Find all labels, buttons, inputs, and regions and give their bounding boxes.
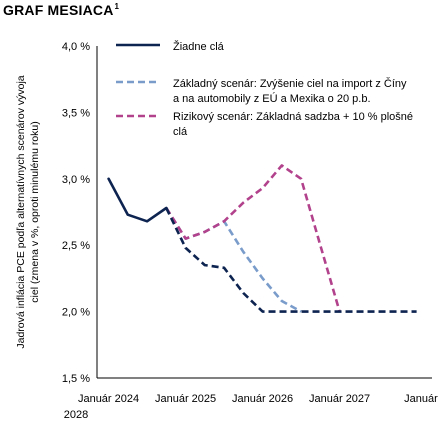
chart-series xyxy=(107,164,417,313)
chart-axes xyxy=(96,46,432,379)
y-axis-label: Jadrová inflácia PCE podľa alternatívnyc… xyxy=(15,75,41,348)
legend-label: Žiadne clá xyxy=(173,40,225,53)
x-tick-label: Január 2026 xyxy=(232,393,293,405)
x-tick-label: Január 2027 xyxy=(309,393,370,405)
y-tick-label: 3,0 % xyxy=(62,174,90,186)
y-tick-label: 1,5 % xyxy=(62,373,90,385)
series-line xyxy=(165,164,341,312)
x-tick-label: 2028 xyxy=(64,409,88,421)
y-tick-label: 2,0 % xyxy=(62,307,90,319)
y-tick-labels: 1,5 % 2,0 % 2,5 % 3,0 % 3,5 % 4,0 % xyxy=(62,41,90,385)
series-line xyxy=(165,207,417,313)
y-tick-label: 2,5 % xyxy=(62,240,90,252)
y-axis-label-line: Jadrová inflácia PCE podľa alternatívnyc… xyxy=(15,75,27,348)
legend-label: clá xyxy=(173,126,188,138)
series-line xyxy=(165,207,302,313)
legend-label: Základný scenár: Zvýšenie ciel na import… xyxy=(173,77,407,90)
x-tick-label: Január 2025 xyxy=(155,393,216,405)
chart-title-footnote: 1 xyxy=(114,2,120,11)
series-line xyxy=(107,177,168,223)
legend-label: Rizikový scenár: Základná sadzba + 10 % … xyxy=(173,111,413,123)
x-tick-label: Január xyxy=(404,393,438,405)
legend-label: a na automobily z EÚ a Mexika o 20 p.b. xyxy=(173,92,371,105)
x-tick-labels: Január 2024 Január 2025 Január 2026 Január … xyxy=(64,393,438,421)
y-axis-label-line: ciel (zmena v %, oproti minulému roku) xyxy=(29,121,41,302)
chart-title: GRAF MESIACA1 xyxy=(3,2,119,18)
chart-title-text: GRAF MESIACA xyxy=(3,2,114,18)
y-tick-label: 3,5 % xyxy=(62,107,90,119)
x-tick-label: Január 2024 xyxy=(78,393,139,405)
y-tick-label: 4,0 % xyxy=(62,41,90,53)
chart-legend: Žiadne clá Základný scenár: Zvýšenie ciel… xyxy=(116,40,413,138)
